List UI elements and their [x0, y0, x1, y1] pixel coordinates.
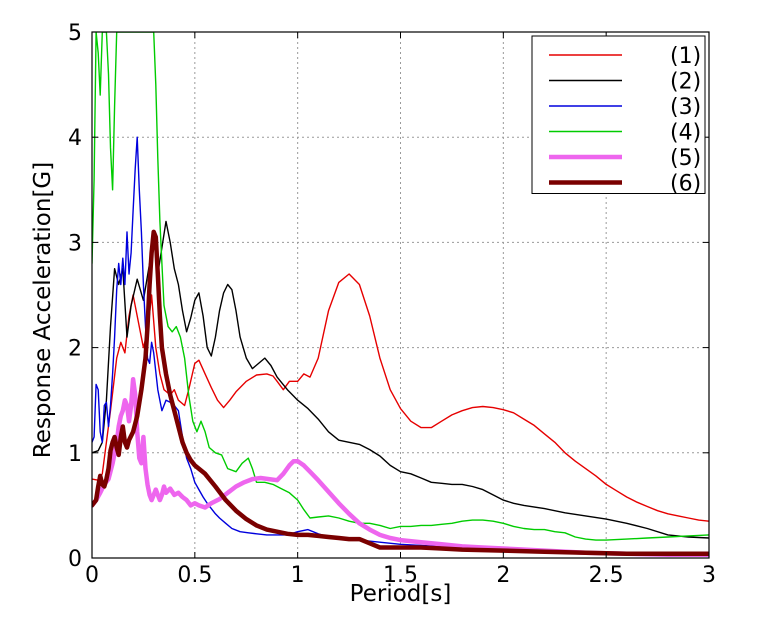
series-line-5 — [92, 376, 709, 558]
legend-label-5: (5) — [670, 146, 701, 171]
axis-ticks: 0 0.5 1 1.5 2 2.5 3 0 1 2 3 4 5 — [68, 21, 716, 588]
series-line-4 — [92, 32, 709, 541]
y-axis-label: Response Acceleration[G] — [30, 162, 56, 458]
x-tick-label: 1 — [291, 563, 305, 588]
legend: (1)(2)(3)(4)(5)(6) — [531, 35, 706, 197]
legend-label-6: (6) — [670, 172, 701, 197]
y-tick-label: 1 — [68, 442, 82, 467]
legend-box — [531, 35, 706, 194]
x-tick-label: 2.5 — [589, 563, 624, 588]
series-line-1 — [92, 273, 709, 522]
y-tick-label: 3 — [68, 231, 82, 256]
series-lines — [92, 32, 709, 558]
y-tick-label: 2 — [68, 337, 82, 362]
y-tick-label: 5 — [68, 21, 82, 46]
x-tick-label: 2 — [496, 563, 510, 588]
legend-label-2: (2) — [670, 70, 701, 95]
y-tick-label: 0 — [68, 547, 82, 572]
x-axis-label: Period[s] — [350, 581, 452, 607]
y-tick-label: 4 — [68, 126, 82, 151]
legend-label-1: (1) — [670, 44, 701, 69]
legend-label-4: (4) — [670, 121, 701, 146]
x-tick-label: 0 — [85, 563, 99, 588]
legend-label-3: (3) — [670, 95, 701, 120]
x-tick-label: 1.5 — [383, 563, 418, 588]
x-tick-label: 0.5 — [177, 563, 212, 588]
series-line-6 — [92, 229, 709, 557]
x-tick-label: 3 — [702, 563, 716, 588]
